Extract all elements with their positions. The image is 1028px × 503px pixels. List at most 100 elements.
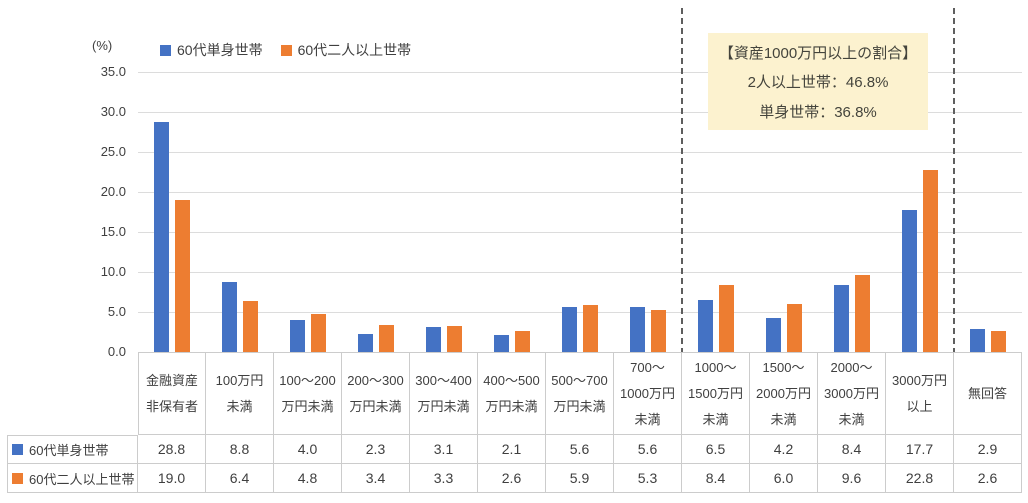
bar-single-household [834, 285, 849, 352]
x-category-header: 500～700 万円未満 [546, 352, 614, 435]
y-axis-tick-label: 0.0 [107, 344, 126, 359]
bar-single-household [902, 210, 917, 352]
x-category-header: 2000～ 3000万円 未満 [818, 352, 886, 435]
row-label-swatch [12, 444, 23, 455]
bar-single-household [698, 300, 713, 352]
y-axis-tick-label: 5.0 [107, 304, 126, 319]
table-value-cell: 6.5 [682, 435, 750, 464]
y-axis-tick-label: 30.0 [100, 104, 126, 119]
gridline [138, 152, 1022, 153]
table-value-cell: 6.0 [750, 464, 818, 493]
gridline [138, 72, 1022, 73]
threshold-separator-line [953, 8, 955, 352]
x-category-header: 金融資産 非保有者 [138, 352, 206, 435]
legend-swatch-orange [280, 44, 292, 56]
x-category-header: 無回答 [954, 352, 1022, 435]
x-category-header: 3000万円 以上 [886, 352, 954, 435]
bar-single-household [970, 329, 985, 352]
bar-couple-household [175, 200, 190, 352]
table-value-cell: 19.0 [138, 464, 206, 493]
table-value-cell: 22.8 [886, 464, 954, 493]
bar-couple-household [515, 331, 530, 352]
bar-couple-household [379, 325, 394, 352]
table-value-cell: 3.1 [410, 435, 478, 464]
bar-couple-household [719, 285, 734, 352]
gridline [138, 232, 1022, 233]
y-axis-unit-label: (%) [92, 38, 113, 53]
x-category-header: 1000～ 1500万円 未満 [682, 352, 750, 435]
bar-couple-household [991, 331, 1006, 352]
bar-single-household [222, 282, 237, 352]
table-value-cell: 5.6 [546, 435, 614, 464]
annotation-line-single: 単身世帯：36.8% [759, 103, 877, 121]
gridline [138, 272, 1022, 273]
legend-label: 60代単身世帯 [177, 42, 263, 58]
y-axis-tick-label: 35.0 [100, 64, 126, 79]
x-category-header: 100万円 未満 [206, 352, 274, 435]
bar-couple-household [855, 275, 870, 352]
bar-couple-household [447, 326, 462, 352]
row-label-text: 60代二人以上世帯 [29, 471, 135, 487]
table-value-cell: 17.7 [886, 435, 954, 464]
table-row-label: 60代二人以上世帯 [7, 464, 138, 493]
bar-single-household [494, 335, 509, 352]
y-axis-tick-label: 25.0 [100, 144, 126, 159]
annotation-title: 【資産1000万円以上の割合】 [718, 44, 918, 62]
bar-couple-household [651, 310, 666, 352]
row-label-text: 60代単身世帯 [29, 443, 109, 458]
gridline [138, 312, 1022, 313]
x-category-header: 700～ 1000万円 未満 [614, 352, 682, 435]
annotation-box: 【資産1000万円以上の割合】 2人以上世帯：46.8% 単身世帯：36.8% [708, 33, 928, 130]
bar-couple-household [311, 314, 326, 352]
legend-item-couple-household: 60代二人以上世帯 [280, 40, 412, 60]
x-category-header: 100～200 万円未満 [274, 352, 342, 435]
table-value-cell: 3.3 [410, 464, 478, 493]
bar-single-household [290, 320, 305, 352]
x-category-header: 1500～ 2000万円 未満 [750, 352, 818, 435]
table-value-cell: 28.8 [138, 435, 206, 464]
table-value-cell: 6.4 [206, 464, 274, 493]
annotation-line-couple: 2人以上世帯：46.8% [747, 74, 889, 91]
bar-single-household [154, 122, 169, 352]
x-category-header: 200～300 万円未満 [342, 352, 410, 435]
bar-single-household [426, 327, 441, 352]
y-axis-tick-label: 10.0 [100, 264, 126, 279]
table-row-label: 60代単身世帯 [7, 435, 138, 464]
legend-label: 60代二人以上世帯 [297, 42, 412, 58]
table-value-cell: 2.1 [478, 435, 546, 464]
legend-swatch-blue [160, 44, 171, 56]
table-value-cell: 8.8 [206, 435, 274, 464]
chart-legend: 60代単身世帯 60代二人以上世帯 [160, 40, 411, 60]
x-category-header: 300～400 万円未満 [410, 352, 478, 435]
table-value-cell: 2.6 [954, 464, 1022, 493]
table-value-cell: 4.8 [274, 464, 342, 493]
table-value-cell: 4.0 [274, 435, 342, 464]
bar-single-household [766, 318, 781, 352]
table-value-cell: 9.6 [818, 464, 886, 493]
table-value-cell: 2.3 [342, 435, 410, 464]
x-category-header: 400～500 万円未満 [478, 352, 546, 435]
table-value-cell: 8.4 [682, 464, 750, 493]
table-value-cell: 2.9 [954, 435, 1022, 464]
table-value-cell: 4.2 [750, 435, 818, 464]
gridline [138, 192, 1022, 193]
gridline [138, 112, 1022, 113]
threshold-separator-line [681, 8, 683, 352]
table-value-cell: 5.6 [614, 435, 682, 464]
table-value-cell: 8.4 [818, 435, 886, 464]
bar-single-household [562, 307, 577, 352]
table-value-cell: 2.6 [478, 464, 546, 493]
bar-couple-household [243, 301, 258, 352]
y-axis-tick-label: 15.0 [100, 224, 126, 239]
bar-couple-household [923, 170, 938, 352]
y-axis-tick-label: 20.0 [100, 184, 126, 199]
table-value-cell: 5.9 [546, 464, 614, 493]
bar-single-household [630, 307, 645, 352]
bar-single-household [358, 334, 373, 352]
table-value-cell: 5.3 [614, 464, 682, 493]
legend-item-single-household: 60代単身世帯 [160, 40, 263, 60]
table-value-cell: 3.4 [342, 464, 410, 493]
row-label-swatch [12, 472, 23, 484]
bar-couple-household [787, 304, 802, 352]
